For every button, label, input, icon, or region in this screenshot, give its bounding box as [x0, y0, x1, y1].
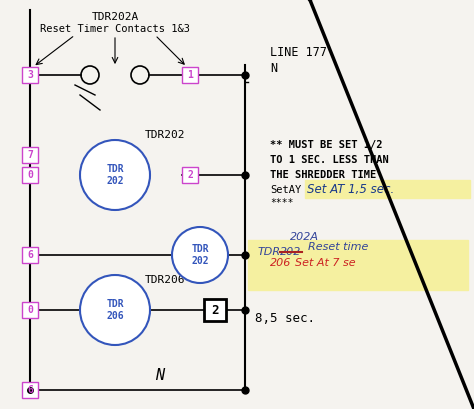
Text: LINE 177: LINE 177: [270, 45, 327, 58]
Text: 206: 206: [270, 258, 292, 268]
Text: 6: 6: [27, 385, 33, 395]
Text: 202: 202: [280, 247, 301, 257]
Text: 202A: 202A: [290, 232, 319, 242]
Text: TDR206: TDR206: [145, 275, 185, 285]
Text: Reset Timer Contacts 1&3: Reset Timer Contacts 1&3: [40, 24, 190, 34]
Text: ****: ****: [270, 198, 293, 208]
Text: SetAY: SetAY: [270, 185, 301, 195]
Text: 2: 2: [187, 170, 193, 180]
Text: TDR
206: TDR 206: [106, 299, 124, 321]
Circle shape: [80, 140, 150, 210]
Text: THE SHREDDER TIME: THE SHREDDER TIME: [270, 170, 376, 180]
FancyBboxPatch shape: [22, 67, 38, 83]
Bar: [305, 180, 470, 198]
FancyBboxPatch shape: [22, 302, 38, 318]
Text: 3: 3: [27, 70, 33, 80]
Text: TDR
202: TDR 202: [106, 164, 124, 186]
Text: TO 1 SEC. LESS THAN: TO 1 SEC. LESS THAN: [270, 155, 389, 165]
Text: N: N: [270, 61, 277, 74]
Text: TDR: TDR: [258, 247, 281, 257]
FancyBboxPatch shape: [204, 299, 226, 321]
FancyBboxPatch shape: [22, 167, 38, 183]
Text: 6: 6: [27, 250, 33, 260]
Text: Reset time: Reset time: [308, 242, 368, 252]
Bar: [248, 240, 468, 290]
Text: 2: 2: [211, 303, 219, 317]
Text: 1: 1: [187, 70, 193, 80]
FancyBboxPatch shape: [22, 147, 38, 163]
Text: ** MUST BE SET 1/2: ** MUST BE SET 1/2: [270, 140, 383, 150]
Text: Set At 7 se: Set At 7 se: [295, 258, 356, 268]
Text: 7: 7: [27, 150, 33, 160]
Text: TDR202A: TDR202A: [91, 12, 138, 22]
Text: 0: 0: [27, 170, 33, 180]
FancyBboxPatch shape: [22, 382, 38, 398]
FancyBboxPatch shape: [182, 67, 198, 83]
Text: 8,5 sec.: 8,5 sec.: [255, 312, 315, 324]
Text: 0: 0: [27, 305, 33, 315]
Circle shape: [80, 275, 150, 345]
FancyBboxPatch shape: [22, 247, 38, 263]
Text: TDR202: TDR202: [145, 130, 185, 140]
Circle shape: [172, 227, 228, 283]
FancyBboxPatch shape: [182, 167, 198, 183]
Text: N: N: [155, 368, 164, 382]
Text: TDR
202: TDR 202: [191, 244, 209, 266]
Text: Set AT 1,5 sec.: Set AT 1,5 sec.: [307, 183, 394, 196]
